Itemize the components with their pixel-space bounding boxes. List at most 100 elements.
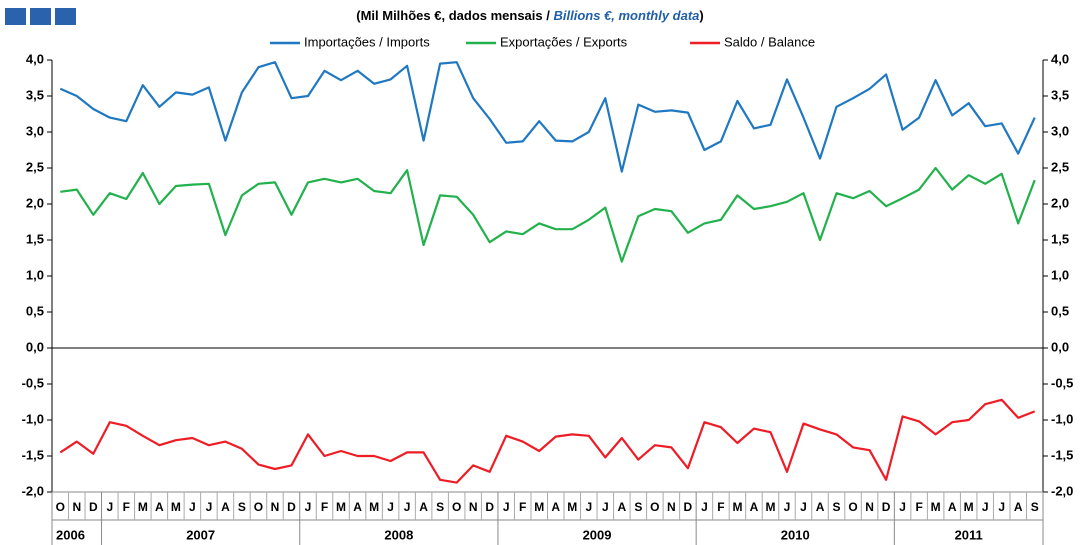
x-tick-label: M [567,500,577,514]
year-label: 2010 [781,527,810,542]
y2-tick-label: 0,0 [1051,339,1069,354]
x-tick-label: J [404,500,411,514]
year-label: 2006 [56,527,85,542]
x-tick-label: A [353,500,362,514]
year-label: 2007 [186,527,215,542]
y2-tick-label: -1,0 [1051,411,1073,426]
x-tick-label: N [271,500,280,514]
y2-tick-label: 1,5 [1051,231,1069,246]
y-tick-label: 3,0 [26,123,44,138]
year-label: 2008 [384,527,413,542]
y2-tick-label: 2,0 [1051,195,1069,210]
legend-label: Exportações / Exports [500,34,628,49]
x-tick-label: M [171,500,181,514]
y-tick-label: 3,5 [26,87,44,102]
y-tick-label: 2,0 [26,195,44,210]
x-tick-label: O [650,500,659,514]
x-tick-label: N [72,500,81,514]
x-tick-label: J [701,500,708,514]
y2-tick-label: 4,0 [1051,51,1069,66]
x-tick-label: A [155,500,164,514]
y2-tick-label: -1,5 [1051,447,1073,462]
y-tick-label: 0,5 [26,303,44,318]
x-tick-label: J [784,500,791,514]
x-tick-label: J [189,500,196,514]
x-tick-label: F [321,500,328,514]
x-tick-label: D [485,500,494,514]
y-tick-label: 1,0 [26,267,44,282]
x-tick-label: D [882,500,891,514]
y-tick-label: 2,5 [26,159,44,174]
x-tick-label: S [833,500,841,514]
x-tick-label: O [848,500,857,514]
y-tick-label: -0,5 [22,375,44,390]
y-tick-label: 1,5 [26,231,44,246]
x-tick-label: O [254,500,263,514]
x-tick-label: N [469,500,478,514]
y-tick-label: -2,0 [22,483,44,498]
x-tick-label: M [765,500,775,514]
x-tick-label: J [387,500,394,514]
legend-label: Saldo / Balance [724,34,815,49]
chart-title: (Mil Milhões €, dados mensais / Billions… [356,8,704,23]
y-tick-label: 0,0 [26,339,44,354]
y2-tick-label: 3,5 [1051,87,1069,102]
x-tick-label: A [617,500,626,514]
x-tick-label: O [452,500,461,514]
x-tick-label: J [206,500,213,514]
x-tick-label: J [585,500,592,514]
title-en: Billions €, monthly data [553,8,699,23]
y2-tick-label: 2,5 [1051,159,1069,174]
x-tick-label: M [534,500,544,514]
x-tick-label: M [931,500,941,514]
y2-tick-label: -2,0 [1051,483,1073,498]
x-tick-label: O [56,500,65,514]
x-tick-label: D [89,500,98,514]
x-tick-label: F [915,500,922,514]
x-tick-label: A [1014,500,1023,514]
x-tick-label: M [964,500,974,514]
x-tick-label: F [519,500,526,514]
x-tick-label: J [800,500,807,514]
x-tick-label: M [369,500,379,514]
x-tick-label: A [948,500,957,514]
year-label: 2009 [583,527,612,542]
x-tick-label: D [684,500,693,514]
logo-block [30,8,51,25]
x-tick-label: S [634,500,642,514]
x-tick-label: F [123,500,130,514]
x-tick-label: A [419,500,428,514]
title-suffix: ) [699,8,703,23]
x-tick-label: M [336,500,346,514]
x-tick-label: J [982,500,989,514]
x-tick-label: J [305,500,312,514]
series-line [59,61,1036,173]
x-tick-label: J [998,500,1005,514]
y2-tick-label: 1,0 [1051,267,1069,282]
x-tick-label: J [106,500,113,514]
x-tick-label: F [717,500,724,514]
logo-block [55,8,76,25]
y2-tick-label: -0,5 [1051,375,1073,390]
series-line [60,166,1036,263]
y2-tick-label: 0,5 [1051,303,1069,318]
x-tick-label: D [287,500,296,514]
x-tick-label: M [138,500,148,514]
x-tick-label: A [221,500,230,514]
x-tick-label: J [602,500,609,514]
x-tick-label: S [1031,500,1039,514]
x-tick-label: J [503,500,510,514]
legend-label: Importações / Imports [304,34,430,49]
x-tick-label: A [750,500,759,514]
x-tick-label: M [732,500,742,514]
y-tick-label: -1,5 [22,447,44,462]
logo-block [5,8,26,25]
x-tick-label: N [865,500,874,514]
title-pt: (Mil Milhões €, dados mensais / [356,8,550,23]
x-tick-label: A [551,500,560,514]
series-line [59,398,1036,484]
x-tick-label: A [816,500,825,514]
x-tick-label: J [899,500,906,514]
y-tick-label: 4,0 [26,51,44,66]
